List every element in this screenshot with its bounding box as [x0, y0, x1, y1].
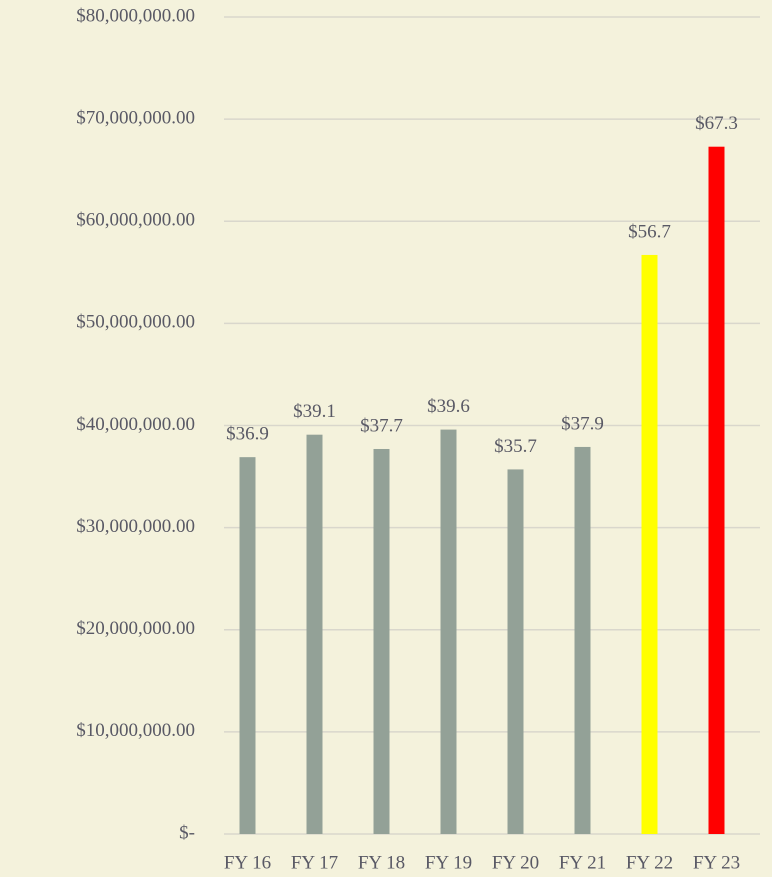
- bar: [373, 448, 390, 834]
- x-tick-label: FY 21: [559, 852, 606, 873]
- value-label: $39.6: [427, 396, 470, 417]
- bar: [440, 429, 457, 834]
- value-label: $56.7: [628, 221, 671, 242]
- x-tick-label: FY 17: [291, 852, 338, 873]
- y-tick-label: $20,000,000.00: [76, 618, 195, 639]
- value-label: $37.7: [360, 415, 403, 436]
- y-tick-label: $50,000,000.00: [76, 312, 195, 333]
- x-tick-label: FY 22: [626, 852, 673, 873]
- x-tick-label: FY 16: [224, 852, 271, 873]
- x-tick-label: FY 23: [693, 852, 740, 873]
- x-tick-label: FY 18: [358, 852, 405, 873]
- bar: [507, 469, 524, 834]
- value-label: $39.1: [293, 401, 336, 422]
- bar: [239, 457, 256, 834]
- value-label: $35.7: [494, 436, 537, 457]
- y-tick-label: $10,000,000.00: [76, 720, 195, 741]
- y-tick-label: $60,000,000.00: [76, 210, 195, 231]
- value-label: $67.3: [695, 113, 738, 134]
- y-tick-label: $30,000,000.00: [76, 516, 195, 537]
- y-tick-label: $40,000,000.00: [76, 414, 195, 435]
- value-label: $36.9: [226, 424, 269, 445]
- x-tick-label: FY 20: [492, 852, 539, 873]
- x-tick-label: FY 19: [425, 852, 472, 873]
- y-tick-label: $-: [179, 822, 195, 843]
- y-tick-label: $80,000,000.00: [76, 5, 195, 26]
- bar: [306, 434, 323, 834]
- value-label: $37.9: [561, 413, 604, 434]
- bar: [708, 146, 725, 835]
- bar: [574, 446, 591, 834]
- y-tick-label: $70,000,000.00: [76, 107, 195, 128]
- bar: [641, 254, 658, 835]
